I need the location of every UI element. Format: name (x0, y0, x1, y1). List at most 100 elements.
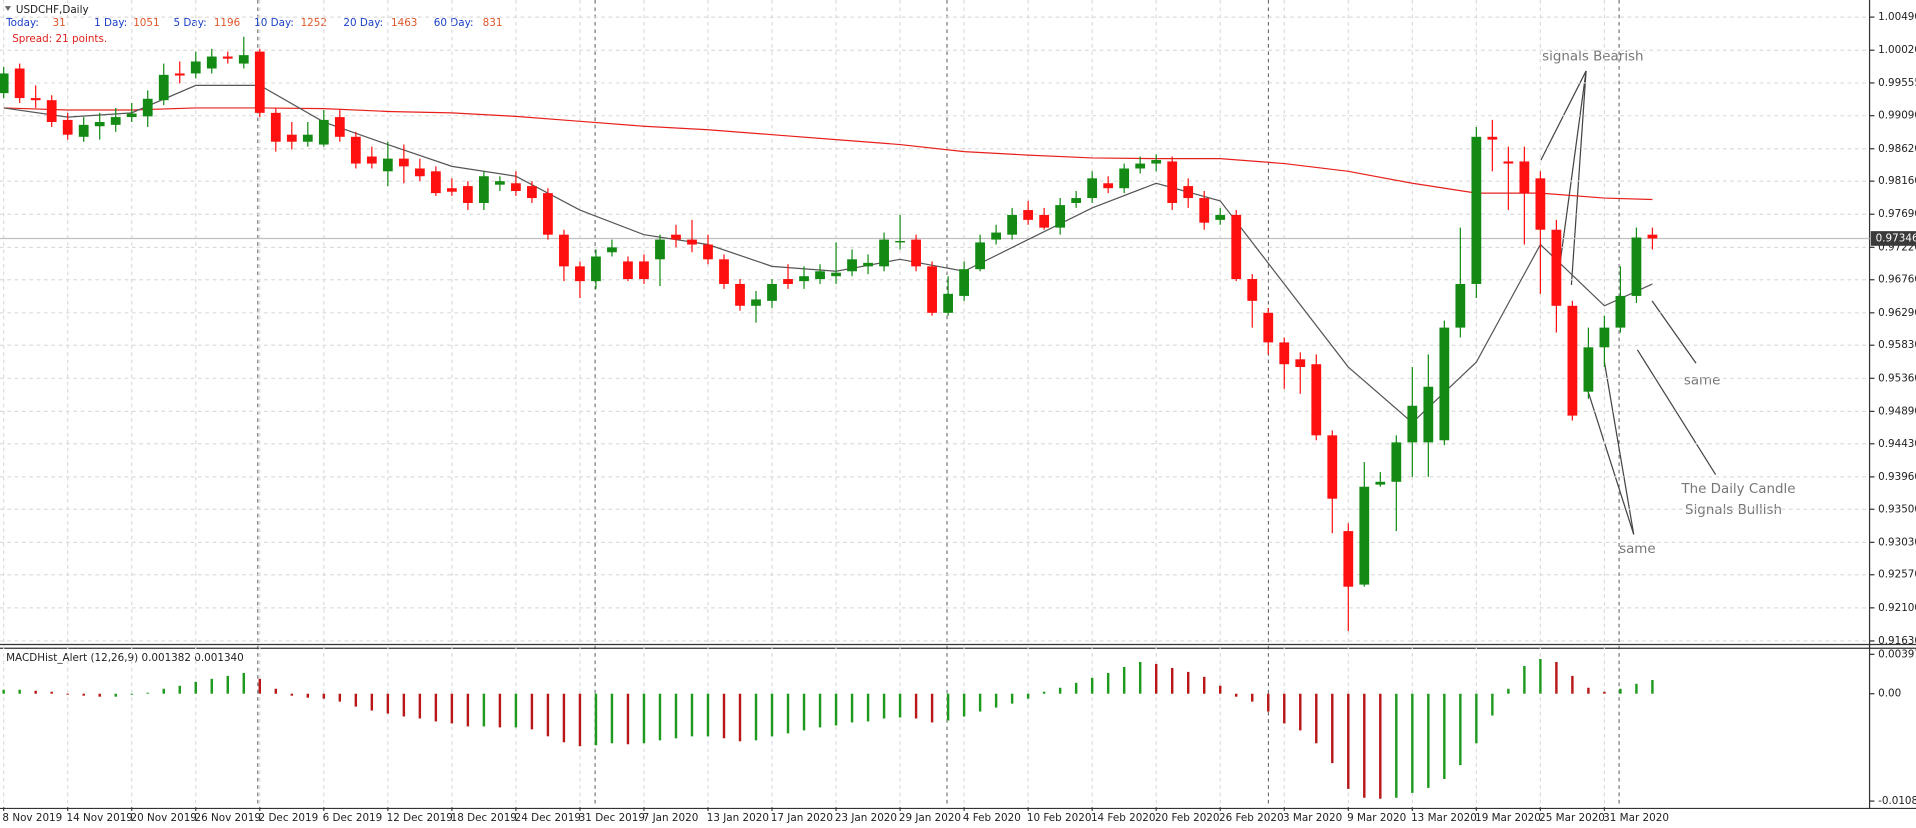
arrow (1603, 361, 1635, 535)
candle-body (1167, 161, 1178, 203)
candle-body (1183, 186, 1194, 199)
candle-body (398, 158, 409, 167)
candle-body (14, 68, 25, 99)
candle-body (607, 247, 617, 253)
candle-body (1375, 481, 1386, 485)
x-tick-label: 4 Feb 2020 (963, 812, 1021, 824)
moving-average (3, 107, 1653, 201)
candle-body (1007, 214, 1018, 235)
stat-value: 1463 (391, 17, 417, 29)
candle-body (1071, 198, 1082, 203)
candle-body (1391, 442, 1402, 482)
candle-body (495, 181, 505, 185)
candle-body (591, 256, 601, 282)
x-tick-label: 19 Mar 2020 (1475, 812, 1541, 824)
stat-label: 10 Day: (254, 17, 294, 29)
stat-label: 1 Day: (94, 17, 127, 29)
stat-value: 1051 (133, 17, 159, 29)
candle-body (1247, 279, 1258, 301)
candle-body (575, 266, 585, 282)
stat-value: 831 (483, 17, 503, 29)
candle-body (126, 113, 137, 118)
candle-body (671, 234, 681, 240)
annotation: same (1684, 373, 1721, 388)
candle-body (1599, 327, 1610, 348)
candle-body (318, 119, 329, 145)
candle-body (30, 98, 41, 101)
candle-body (703, 244, 713, 260)
arrow (1636, 349, 1717, 475)
candle-body (975, 242, 986, 270)
candle-body (366, 156, 377, 164)
candle-body (895, 241, 905, 243)
candle-body (1487, 136, 1498, 140)
candle-body (46, 100, 57, 123)
candle-body (1039, 214, 1050, 228)
y-tick-label: -0.010831 (1878, 795, 1916, 807)
candle-body (687, 239, 697, 245)
arrow (1586, 388, 1635, 535)
candle-body (1407, 405, 1418, 443)
y-tick-label: 0.91630 (1878, 635, 1916, 647)
candle-body (222, 56, 233, 59)
candle-body (1439, 327, 1450, 441)
candle-body (911, 239, 921, 267)
candle-body (767, 283, 777, 301)
stat-label: Today: (5, 17, 39, 29)
candle-body (158, 74, 169, 101)
candle-body (286, 134, 297, 142)
candle-body (1567, 305, 1578, 416)
candle-body (799, 276, 809, 282)
arrow (1570, 70, 1587, 286)
x-tick-label: 31 Mar 2020 (1603, 812, 1669, 824)
x-tick-label: 23 Jan 2020 (835, 812, 897, 824)
arrow (1651, 300, 1697, 364)
candle-body (655, 239, 665, 260)
current-price-label: 0.97346 (1876, 232, 1916, 244)
x-tick-label: 10 Feb 2020 (1027, 812, 1092, 824)
candle-body (1087, 178, 1098, 199)
candle-body (959, 269, 969, 296)
candle-body (0, 73, 9, 94)
candle-body (1231, 214, 1242, 280)
candle-body (1055, 205, 1066, 228)
candle-body (735, 283, 745, 306)
candle-body (1327, 435, 1338, 499)
chart-title: USDCHF,Daily (16, 4, 89, 16)
candle-body (142, 98, 153, 117)
candle-body (1023, 210, 1034, 220)
candle-body (1359, 486, 1370, 585)
candle-body (527, 186, 537, 199)
x-tick-label: 6 Dec 2019 (323, 812, 383, 824)
candle-body (1343, 531, 1354, 587)
annotation: Signals Bullish (1685, 503, 1782, 518)
candle-body (1471, 136, 1482, 284)
candle-body (639, 261, 649, 280)
y-tick-label: 0.003973 (1878, 648, 1916, 660)
candle-body (110, 117, 121, 125)
candle-body (1551, 229, 1562, 306)
y-tick-label: 0.00 (1878, 688, 1901, 700)
spread: Spread: 21 points. (12, 33, 107, 45)
candle-body (1583, 347, 1594, 392)
candle-body (719, 259, 729, 284)
candle-body (831, 272, 841, 277)
stat-label: 60 Day: (434, 17, 474, 29)
candle-body (302, 134, 313, 142)
x-tick-label: 8 Nov 2019 (2, 812, 62, 824)
candle-body (623, 261, 633, 280)
candle-body (238, 55, 249, 64)
candle-body (1151, 160, 1162, 164)
x-tick-label: 12 Dec 2019 (387, 812, 453, 824)
x-tick-label: 14 Feb 2020 (1091, 812, 1156, 824)
candle-body (1279, 342, 1290, 365)
